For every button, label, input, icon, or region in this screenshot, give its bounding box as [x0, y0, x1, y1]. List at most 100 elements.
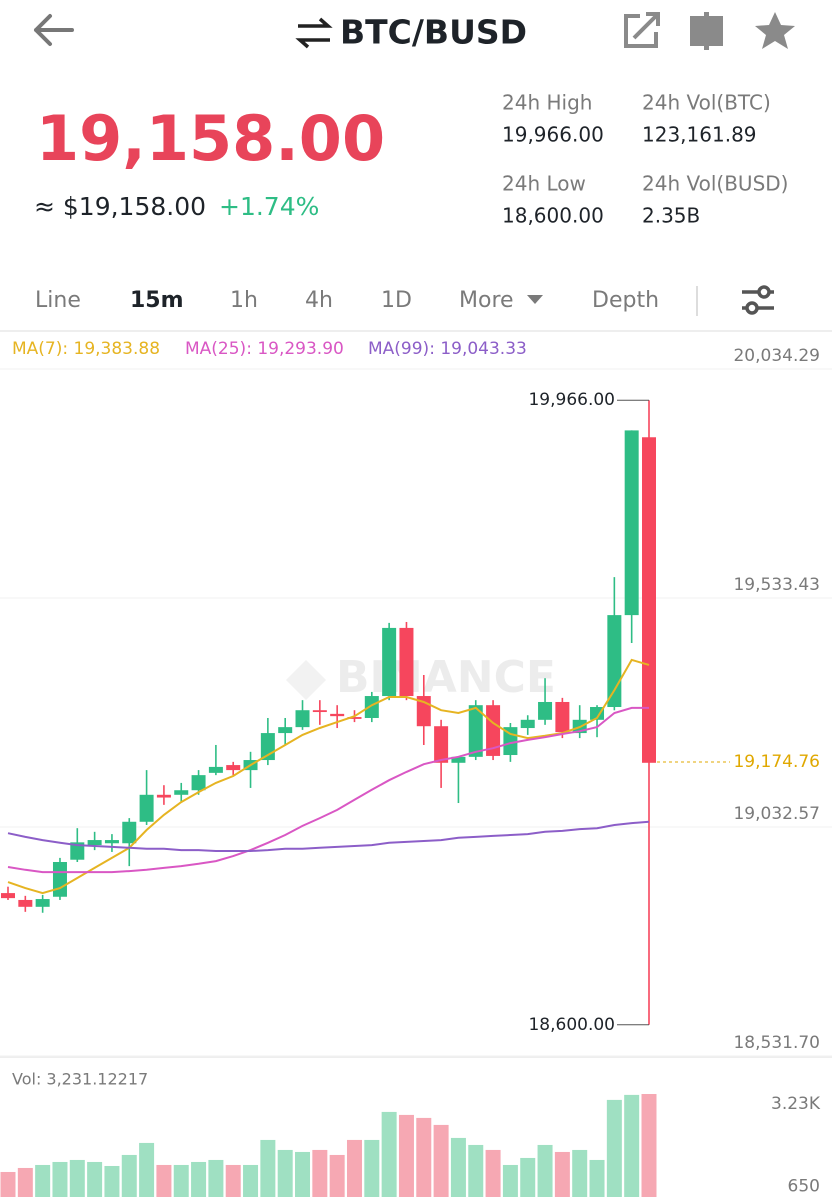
- volume-bar: [606, 1099, 622, 1197]
- volume-bar: [589, 1159, 605, 1197]
- candle-body: [347, 717, 362, 719]
- back-button[interactable]: [34, 14, 74, 46]
- volume-bar: [191, 1161, 207, 1197]
- swap-icon: [295, 17, 333, 49]
- watermark: BINANCE: [336, 652, 556, 703]
- candle-body: [1, 893, 15, 899]
- volume-bar: [641, 1094, 657, 1197]
- volume-bar: [0, 1171, 16, 1197]
- y-tick-label: 19,533.43: [733, 575, 820, 595]
- y-tick-label: 20,034.29: [733, 346, 820, 366]
- volume-bar: [295, 1151, 311, 1197]
- volume-label: Vol: 3,231.12217: [12, 1070, 148, 1089]
- volume-bar: [173, 1164, 189, 1197]
- candle-body: [364, 696, 379, 718]
- legend-entry: MA(99): 19,043.33: [368, 339, 527, 359]
- candle-body: [139, 794, 154, 822]
- tab[interactable]: More: [459, 288, 514, 313]
- candle-body: [35, 899, 50, 907]
- volume-bar: [398, 1114, 414, 1197]
- candle-body: [226, 765, 241, 771]
- volume-bar: [277, 1149, 293, 1197]
- settings-icon[interactable]: [742, 285, 774, 315]
- price-change: +1.74%: [219, 192, 319, 221]
- book-icon[interactable]: [690, 12, 723, 50]
- volume-bar: [243, 1164, 259, 1197]
- volume-bar: [433, 1124, 449, 1197]
- volume-bar: [17, 1167, 33, 1197]
- candle-body: [295, 710, 310, 728]
- stat-value: 18,600.00: [502, 204, 604, 228]
- pair-title[interactable]: BTC/BUSD: [340, 13, 527, 52]
- volume-bar: [485, 1149, 501, 1197]
- candle-body: [52, 862, 67, 897]
- tab[interactable]: 1h: [230, 288, 258, 313]
- marker-label: 19,966.00: [528, 390, 615, 410]
- volume-tick-label: 650: [788, 1176, 820, 1196]
- volume-bar: [69, 1159, 85, 1197]
- volume-bar: [139, 1142, 155, 1197]
- tab[interactable]: Depth: [592, 288, 659, 313]
- tab-active[interactable]: 15m: [130, 288, 184, 313]
- stat-value: 19,966.00: [502, 123, 604, 147]
- volume-bar: [554, 1151, 570, 1197]
- candle-body: [278, 727, 293, 734]
- candle-body: [156, 794, 171, 798]
- marker-label: 18,600.00: [528, 1015, 615, 1035]
- volume-bar: [468, 1144, 484, 1197]
- volume-bar: [624, 1094, 640, 1197]
- candle-body: [174, 790, 189, 795]
- candle-body: [208, 766, 223, 773]
- volume-bar: [450, 1137, 466, 1197]
- stat-label: 24h Vol(BUSD): [642, 172, 788, 196]
- ma-line: [7, 658, 650, 895]
- volume-bar: [156, 1164, 172, 1197]
- candle-body: [18, 899, 33, 907]
- candle-body: [104, 840, 119, 844]
- candle-body: [312, 710, 327, 713]
- share-icon[interactable]: [624, 12, 660, 48]
- volume-bar: [52, 1161, 68, 1197]
- tab[interactable]: 4h: [305, 288, 333, 313]
- favorite-icon[interactable]: [755, 12, 795, 49]
- stat-label: 24h High: [502, 91, 592, 115]
- volume-bar: [381, 1111, 397, 1197]
- candle-body: [486, 705, 501, 756]
- y-tick-label: 18,531.70: [733, 1033, 820, 1053]
- candle-body: [642, 437, 656, 763]
- tab[interactable]: Line: [35, 288, 81, 313]
- dropdown-arrow: [527, 295, 543, 304]
- legend-entry: MA(25): 19,293.90: [185, 339, 344, 359]
- usd-price: ≈ $19,158.00: [34, 192, 206, 221]
- candle-body: [520, 719, 535, 729]
- candle-body: [538, 701, 553, 720]
- candle-body: [399, 627, 414, 697]
- volume-tick-label: 3.23K: [771, 1094, 821, 1114]
- volume-bar: [260, 1139, 276, 1197]
- volume-bar: [502, 1164, 518, 1197]
- volume-bar: [87, 1161, 103, 1197]
- candle-body: [382, 627, 397, 697]
- candle-body: [590, 707, 605, 720]
- volume-bar: [416, 1117, 432, 1197]
- tab[interactable]: 1D: [381, 288, 412, 313]
- candle-body: [624, 430, 639, 616]
- volume-bar: [537, 1144, 553, 1197]
- watermark-logo: [286, 660, 326, 700]
- volume-bar: [346, 1139, 362, 1197]
- volume-bar: [329, 1154, 345, 1197]
- volume-bar: [520, 1157, 536, 1197]
- volume-bar: [225, 1164, 241, 1197]
- candle-body: [122, 821, 137, 844]
- candle-body: [70, 842, 85, 860]
- last-price-label: 19,174.76: [733, 752, 820, 772]
- candle-body: [330, 713, 345, 717]
- candle-body: [87, 840, 102, 846]
- volume-bar: [35, 1164, 51, 1197]
- stat-label: 24h Vol(BTC): [642, 91, 771, 115]
- candle-body: [434, 726, 449, 763]
- candle-body: [451, 756, 466, 763]
- candle-body: [607, 615, 622, 708]
